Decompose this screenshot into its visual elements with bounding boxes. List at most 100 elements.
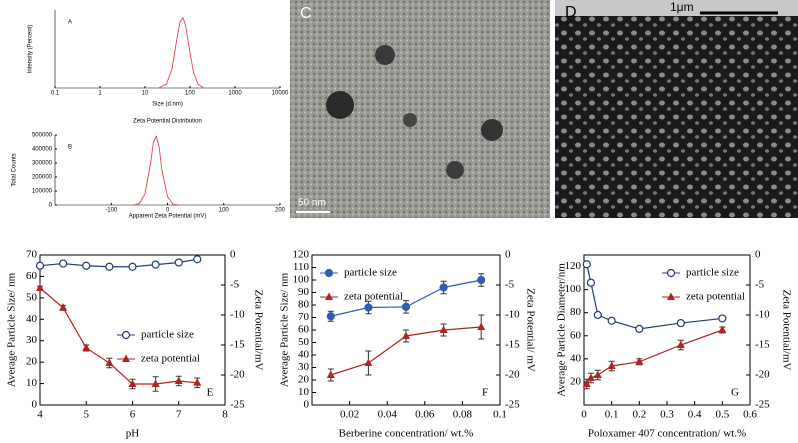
- legend-label: particle size: [686, 267, 739, 279]
- y2-tick-label: 0: [505, 249, 511, 261]
- marker: [593, 310, 602, 320]
- panel-label: G: [731, 387, 739, 399]
- y-axis-label: Intensity (Percent): [28, 25, 34, 74]
- chart-title: Zeta Potential Distribution: [133, 119, 202, 125]
- y2-tick-label: -15: [230, 339, 245, 351]
- marker: [718, 325, 727, 333]
- y-axis-label: Average Particle Diameter/nm: [556, 263, 568, 397]
- marker: [676, 340, 685, 348]
- particle: [403, 113, 417, 127]
- y2-tick-label: -10: [230, 309, 245, 321]
- marker: [401, 302, 411, 311]
- y2-tick-label: -5: [230, 279, 240, 291]
- marker: [477, 322, 486, 330]
- marker: [105, 358, 114, 366]
- series-line: [133, 135, 179, 206]
- series-line: [586, 329, 723, 385]
- marker: [59, 303, 68, 311]
- x-tick-label: 0.06: [415, 409, 435, 421]
- y-tick-label: 10: [26, 377, 38, 389]
- marker: [582, 379, 591, 387]
- x-tick-label: 0.5: [715, 409, 729, 421]
- chart-panel: 0.1 1 10 100 1000 10000 Size (d.nm) Intensity (…: [28, 10, 289, 108]
- x-tick-label: 0.1: [605, 409, 619, 421]
- y-tick-label: 50: [298, 336, 310, 348]
- y2-tick-label: 0: [230, 249, 236, 261]
- marker: [174, 376, 183, 384]
- marker: [82, 261, 91, 270]
- y2-tick-label: -25: [505, 399, 520, 411]
- x-tick-label: 10: [142, 91, 149, 97]
- y2-tick-label: -10: [755, 309, 770, 321]
- x-tick-label: 0: [166, 208, 170, 214]
- y-tick-label: 120: [565, 260, 582, 272]
- marker: [364, 303, 373, 312]
- x-tick-label: 0.1: [51, 91, 60, 97]
- marker: [105, 262, 114, 271]
- x-tick-label: 200: [275, 208, 286, 214]
- legend-label: particle size: [141, 329, 194, 341]
- particle: [446, 161, 464, 179]
- tem-image: C 50 nm: [290, 0, 550, 218]
- x-tick-label: 0: [581, 409, 587, 421]
- legend-label: zeta potential: [344, 291, 403, 303]
- y-tick-label: 40: [26, 313, 38, 325]
- marker: [174, 258, 183, 267]
- y-tick-label: 120: [293, 249, 310, 261]
- marker: [635, 324, 644, 333]
- marker: [666, 268, 676, 278]
- marker: [325, 292, 333, 300]
- marker: [718, 314, 727, 323]
- y-tick-label: 10: [298, 386, 310, 398]
- chart-panel: 4 5 6 7 8 0 10 20 30 40 50 60 70 -25 -20 -15 -10 -5 0 pH Ave…: [6, 249, 265, 440]
- chart-panel: 0 0.1 0.2 0.3 0.4 0.5 0.6 20 40 60 80 100 120 -25 -20 -…: [556, 249, 793, 440]
- x-tick-label: 6: [130, 409, 136, 421]
- marker: [128, 379, 137, 387]
- marker: [586, 373, 595, 381]
- y2-tick-label: -20: [755, 369, 770, 381]
- marker: [667, 292, 675, 300]
- y-tick-label: 0: [32, 399, 38, 411]
- y-tick-label: 70: [26, 249, 38, 261]
- y-tick-label: 100000: [32, 189, 53, 195]
- y-tick-label: 110: [293, 261, 310, 273]
- y-tick-label: 30: [298, 361, 310, 373]
- marker: [439, 325, 448, 333]
- y2-tick-label: -15: [505, 339, 520, 351]
- panel-label: C: [300, 5, 312, 22]
- x-tick-label: 10000: [272, 91, 289, 97]
- marker: [193, 378, 202, 386]
- y-axis-label: Average Particle Size/ nm: [279, 272, 291, 387]
- x-tick-label: 0.04: [378, 409, 398, 421]
- y-tick-label: 90: [298, 286, 310, 298]
- y-tick-label: 30: [26, 334, 38, 346]
- y-tick-label: 100: [565, 283, 582, 295]
- y2-axis-label: Zeta Potential/ mV: [524, 288, 536, 372]
- y-tick-label: 200000: [32, 175, 53, 181]
- marker: [364, 358, 373, 366]
- marker: [151, 260, 160, 269]
- marker: [586, 278, 596, 287]
- marker: [122, 354, 130, 362]
- y-tick-label: 60: [26, 270, 38, 282]
- x-axis-label: Berberine concentration/ wt.%: [339, 428, 474, 440]
- legend-label: zeta potential: [686, 291, 745, 303]
- x-tick-label: 100: [185, 91, 196, 97]
- scale-label: 1μm: [670, 0, 694, 14]
- series-line: [158, 16, 204, 89]
- y2-axis-label: Zeta Potential/mV: [252, 290, 264, 371]
- y2-tick-label: -5: [755, 279, 765, 291]
- marker: [326, 312, 335, 321]
- y2-tick-label: -10: [505, 309, 520, 321]
- marker: [59, 259, 68, 268]
- marker: [128, 262, 137, 271]
- y-tick-label: 100: [293, 274, 310, 286]
- panel-label: F: [482, 387, 488, 399]
- marker: [121, 330, 131, 340]
- x-axis-label: Size (d.nm): [152, 102, 183, 108]
- sem-micrograph: [555, 0, 798, 218]
- y2-tick-label: -25: [755, 399, 770, 411]
- y2-tick-label: -25: [230, 399, 245, 411]
- x-axis-label: pH: [126, 428, 140, 440]
